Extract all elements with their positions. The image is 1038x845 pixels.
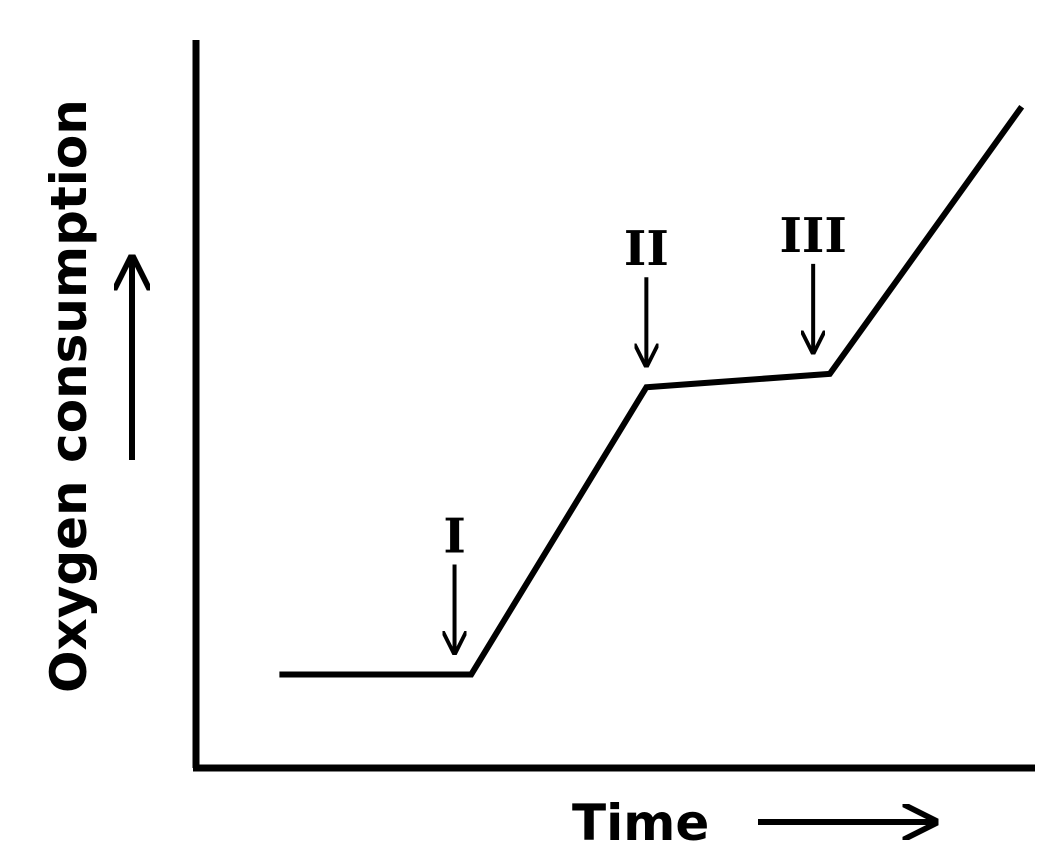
annotation-label-1: I <box>443 508 465 564</box>
y-axis-label: Oxygen consumption <box>40 99 98 693</box>
annotations: III III <box>443 208 847 653</box>
series-line <box>279 104 1025 678</box>
annotation-label-2: II <box>624 221 669 277</box>
annotation-label-3: III <box>779 208 846 264</box>
x-axis-label: Time <box>572 794 709 845</box>
